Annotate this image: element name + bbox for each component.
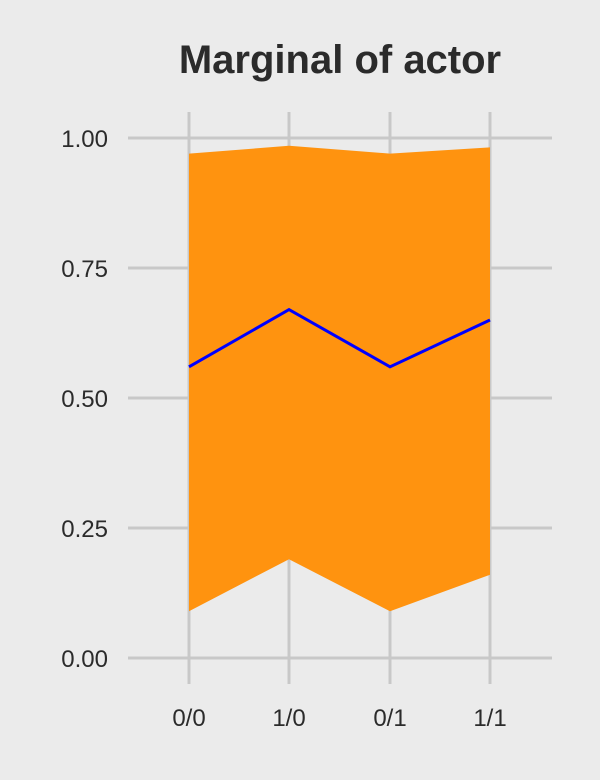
x-tick-label: 0/1 — [373, 705, 406, 732]
y-tick-label: 0.50 — [61, 386, 108, 413]
confidence-band — [189, 145, 490, 612]
x-tick-label: 1/0 — [272, 705, 305, 732]
estimate-line — [188, 307, 491, 369]
x-tick-label: 1/1 — [473, 705, 506, 732]
y-tick-label: 0.25 — [61, 516, 108, 543]
chart-title: Marginal of actor — [178, 38, 502, 82]
y-tick-label: 1.00 — [61, 126, 108, 153]
x-tick-label: 0/0 — [172, 705, 205, 732]
y-tick-label: 0.75 — [61, 256, 108, 283]
y-tick-label: 0.00 — [61, 646, 108, 673]
